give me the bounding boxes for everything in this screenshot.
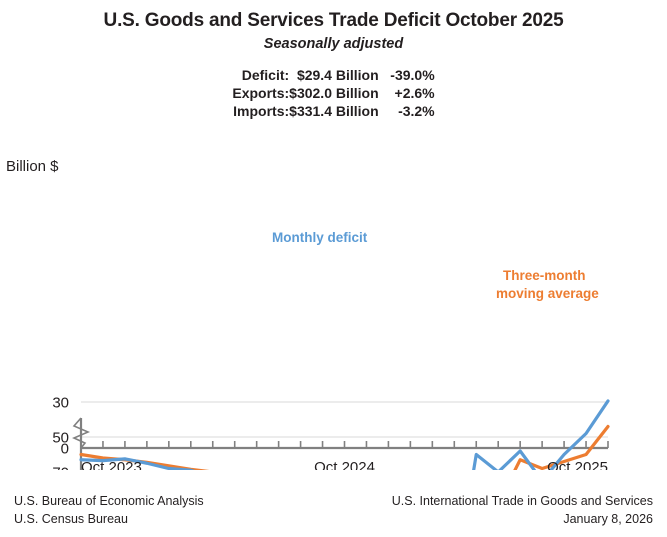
summary-label-imports: Imports: — [233, 103, 290, 119]
footer-source-bea: U.S. Bureau of Economic Analysis — [14, 494, 204, 508]
y-axis-tick-labels: 150130110907050300 — [52, 395, 69, 471]
footer: U.S. Bureau of Economic Analysis U.S. In… — [0, 492, 667, 528]
footer-row-2: U.S. Census Bureau January 8, 2026 — [0, 510, 667, 528]
summary-label-deficit: Deficit: — [241, 67, 290, 83]
summary-change-deficit: -39.0% — [390, 67, 435, 83]
footer-report-title: U.S. International Trade in Goods and Se… — [391, 494, 653, 508]
summary-value-deficit: $29.4 Billion — [296, 67, 379, 83]
x-axis-line-and-ticks — [80, 441, 609, 450]
footer-row-1: U.S. Bureau of Economic Analysis U.S. In… — [0, 492, 667, 510]
annotation-moving-average-line2: moving average — [496, 286, 599, 301]
gridlines — [81, 401, 608, 438]
footer-release-date: January 8, 2026 — [563, 512, 653, 526]
y-axis-tick-30: 30 — [52, 395, 69, 412]
y-axis-tick-0: 0 — [61, 441, 69, 458]
summary-change-exports: +2.6% — [394, 85, 435, 101]
summary-value-exports: $302.0 Billion — [289, 85, 379, 101]
y-axis-line — [72, 417, 91, 470]
y-axis-tick-50: 50 — [52, 430, 69, 447]
chart-container: 150130110907050300 Monthly deficit Three… — [0, 180, 667, 470]
x-axis-tick-labels: Oct 2023 Oct 2024 Oct 2025 — [81, 459, 608, 470]
summary-table-body: Deficit: $29.4 Billion -39.0% Exports: $… — [232, 66, 434, 120]
series-moving-average-line — [79, 424, 610, 470]
summary-table-container: Deficit: $29.4 Billion -39.0% Exports: $… — [0, 66, 667, 120]
table-row: Exports: $302.0 Billion +2.6% — [232, 84, 434, 102]
annotation-moving-average-line1: Three-month — [503, 268, 586, 283]
x-axis-tick-oct-2025: Oct 2025 — [547, 459, 608, 470]
page-subtitle: Seasonally adjusted — [263, 36, 404, 52]
page-title: U.S. Goods and Services Trade Deficit Oc… — [103, 10, 564, 31]
summary-label-exports: Exports: — [232, 85, 290, 101]
footer-source-census: U.S. Census Bureau — [14, 512, 128, 526]
trade-deficit-line-chart: 150130110907050300 Monthly deficit Three… — [52, 230, 610, 471]
summary-table: Deficit: $29.4 Billion -39.0% Exports: $… — [232, 66, 434, 120]
x-axis-tick-oct-2023: Oct 2023 — [81, 459, 142, 470]
x-axis-tick-oct-2024: Oct 2024 — [314, 459, 375, 470]
y-axis-tick-70: 70 — [52, 465, 69, 471]
table-row: Deficit: $29.4 Billion -39.0% — [232, 66, 435, 84]
annotation-monthly-deficit: Monthly deficit — [272, 230, 368, 245]
y-axis-unit-label: Billion $ — [6, 158, 59, 175]
series-monthly-deficit-line — [79, 399, 610, 470]
summary-value-imports: $331.4 Billion — [289, 103, 379, 119]
table-row: Imports: $331.4 Billion -3.2% — [232, 102, 434, 120]
summary-change-imports: -3.2% — [398, 103, 435, 119]
